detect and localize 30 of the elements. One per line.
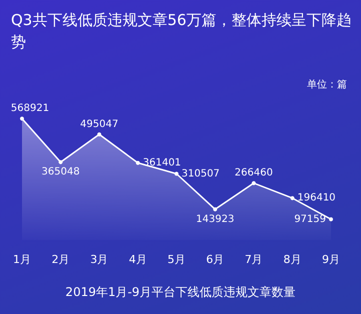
point bbox=[58, 160, 63, 164]
x-tick-label: 3月 bbox=[90, 253, 108, 266]
chart-title: Q3共下线低质违规文章56万篇，整体持续呈下降趋势 bbox=[11, 11, 352, 51]
data-label: 361401 bbox=[142, 157, 182, 168]
point bbox=[136, 160, 140, 165]
point bbox=[213, 207, 218, 212]
data-label: 310507 bbox=[182, 168, 220, 180]
text: 2019年1月-9月平台下线低质违规文章数量 bbox=[65, 285, 296, 299]
point bbox=[252, 181, 256, 186]
data-label: 568921 bbox=[10, 103, 50, 114]
x-tick-label: 8月 bbox=[283, 253, 302, 266]
x-tick-label: 5月 bbox=[168, 253, 186, 266]
data-label: 97159 bbox=[294, 214, 326, 225]
data-label: 365048 bbox=[42, 166, 80, 178]
point bbox=[97, 132, 102, 136]
point bbox=[20, 116, 24, 121]
data-label: 143923 bbox=[196, 214, 234, 225]
x-tick-label: 7月 bbox=[244, 253, 263, 266]
x-tick-label: 4月 bbox=[128, 253, 147, 266]
text: 单位：篇 bbox=[307, 78, 347, 90]
data-label: 266460 bbox=[234, 168, 273, 179]
point bbox=[290, 196, 294, 200]
data-label: 495047 bbox=[80, 118, 118, 130]
point bbox=[174, 172, 178, 176]
x-tick-label: 1月 bbox=[13, 253, 31, 266]
x-tick-label: 2月 bbox=[52, 253, 70, 266]
point bbox=[329, 217, 333, 222]
data-label: 196410 bbox=[297, 192, 336, 204]
x-tick-label: 6月 bbox=[206, 253, 224, 266]
x-tick-label: 9月 bbox=[322, 253, 340, 266]
